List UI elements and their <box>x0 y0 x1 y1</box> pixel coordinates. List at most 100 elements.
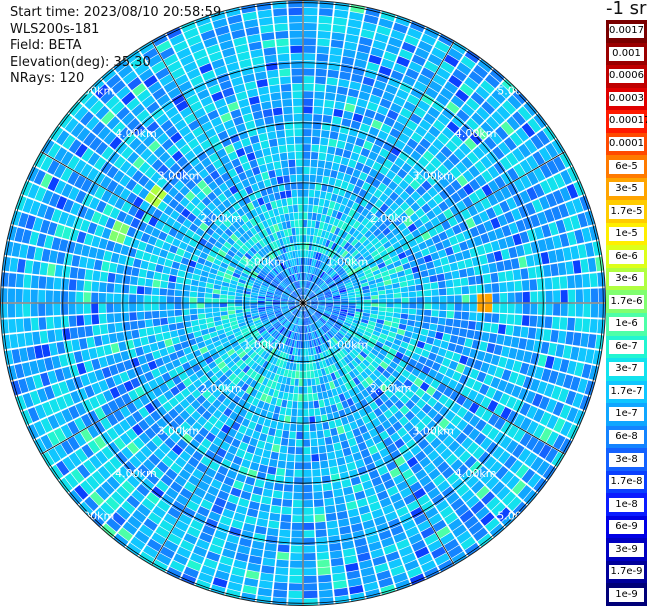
ppi-cell <box>332 291 340 295</box>
ppi-cell <box>282 430 290 439</box>
ppi-cell <box>349 351 357 359</box>
ppi-cell <box>356 354 365 362</box>
ppi-cell <box>112 220 123 232</box>
ppi-cell <box>61 151 74 166</box>
ppi-cell <box>151 61 166 74</box>
ppi-cell <box>208 415 218 425</box>
ppi-cell <box>428 513 443 526</box>
ppi-cell <box>354 105 366 116</box>
ppi-cell <box>336 211 343 220</box>
ppi-cell <box>125 415 137 427</box>
ppi-cell <box>304 306 306 310</box>
ppi-cell <box>191 207 202 217</box>
ppi-cell <box>501 248 510 260</box>
ppi-cell <box>275 168 283 177</box>
ppi-cell <box>236 285 245 291</box>
ppi-cell <box>368 126 380 137</box>
colorbar-tick-label: 0.001 <box>609 46 644 61</box>
ppi-cell <box>140 148 153 161</box>
ppi-cell <box>197 257 206 265</box>
ppi-cell <box>404 559 420 572</box>
ppi-cell <box>409 213 419 223</box>
ppi-cell <box>490 354 501 366</box>
ppi-cell <box>247 34 261 44</box>
ppi-cell <box>305 297 308 300</box>
ppi-cell <box>109 136 123 150</box>
ppi-cell <box>303 583 318 591</box>
ppi-cell <box>182 309 190 316</box>
ppi-cell <box>202 207 212 217</box>
ppi-cell <box>448 360 459 371</box>
ppi-cell <box>297 265 300 273</box>
ppi-cell <box>175 74 189 86</box>
ppi-cell <box>323 199 330 208</box>
ppi-cell <box>338 164 347 173</box>
ppi-cell <box>123 359 133 371</box>
ppi-cell <box>165 125 178 138</box>
ppi-cell <box>500 186 512 200</box>
ppi-cell <box>388 415 398 425</box>
ppi-cell <box>305 273 308 281</box>
ppi-cell <box>455 503 469 517</box>
ppi-cell <box>106 116 121 130</box>
ppi-cell <box>265 303 273 305</box>
ppi-cell <box>524 452 538 467</box>
ppi-cell <box>566 231 577 246</box>
ppi-cell <box>390 163 401 174</box>
ppi-cell <box>306 305 309 308</box>
ppi-cell <box>319 0 334 9</box>
ppi-cell <box>303 341 306 349</box>
ppi-cell <box>350 152 360 162</box>
ppi-cell <box>360 226 369 235</box>
ppi-cell <box>197 212 207 222</box>
ppi-cell <box>323 289 331 294</box>
ppi-cell <box>387 222 397 231</box>
ppi-cell <box>215 275 224 282</box>
ppi-cell <box>179 450 191 462</box>
ppi-cell <box>553 173 566 189</box>
ppi-cell <box>506 314 515 325</box>
ppi-cell <box>171 444 184 456</box>
ppi-cell <box>30 289 38 303</box>
ppi-cell <box>491 502 506 517</box>
ppi-cell <box>151 466 164 479</box>
ppi-cell <box>293 309 299 315</box>
ppi-cell <box>246 368 254 377</box>
ppi-cell <box>434 372 445 382</box>
ppi-cell <box>212 577 228 588</box>
ppi-cell <box>306 300 310 302</box>
ppi-cell <box>294 348 299 356</box>
ppi-cell <box>306 310 310 317</box>
ppi-cell <box>265 344 272 352</box>
ppi-cell <box>434 224 445 234</box>
ppi-cell <box>364 405 373 415</box>
ppi-cell <box>290 45 303 53</box>
ppi-cell <box>94 369 105 381</box>
ppi-cell <box>494 417 506 431</box>
ppi-cell <box>235 292 243 297</box>
ppi-cell <box>266 293 274 297</box>
ppi-cell <box>381 329 390 336</box>
ppi-cell <box>151 159 164 171</box>
ppi-cell <box>345 34 359 44</box>
ppi-cell <box>228 224 237 233</box>
ppi-cell <box>455 89 469 103</box>
ppi-cell <box>374 80 387 91</box>
ppi-cell <box>188 358 198 367</box>
ppi-cell <box>452 243 461 254</box>
ppi-cell <box>370 250 379 258</box>
ppi-cell <box>325 405 332 414</box>
ppi-cell <box>319 344 325 353</box>
ppi-cell <box>395 246 404 255</box>
ppi-cell <box>225 269 234 276</box>
ppi-cell <box>359 235 367 244</box>
ppi-cell <box>260 457 270 466</box>
ppi-cell <box>506 475 520 490</box>
ppi-cell <box>265 254 272 262</box>
ppi-cell <box>148 140 161 153</box>
ppi-cell <box>274 309 282 313</box>
ppi-cell <box>486 252 496 263</box>
ppi-cell <box>301 326 303 334</box>
ppi-cell <box>290 316 296 323</box>
ppi-cell <box>450 415 462 427</box>
